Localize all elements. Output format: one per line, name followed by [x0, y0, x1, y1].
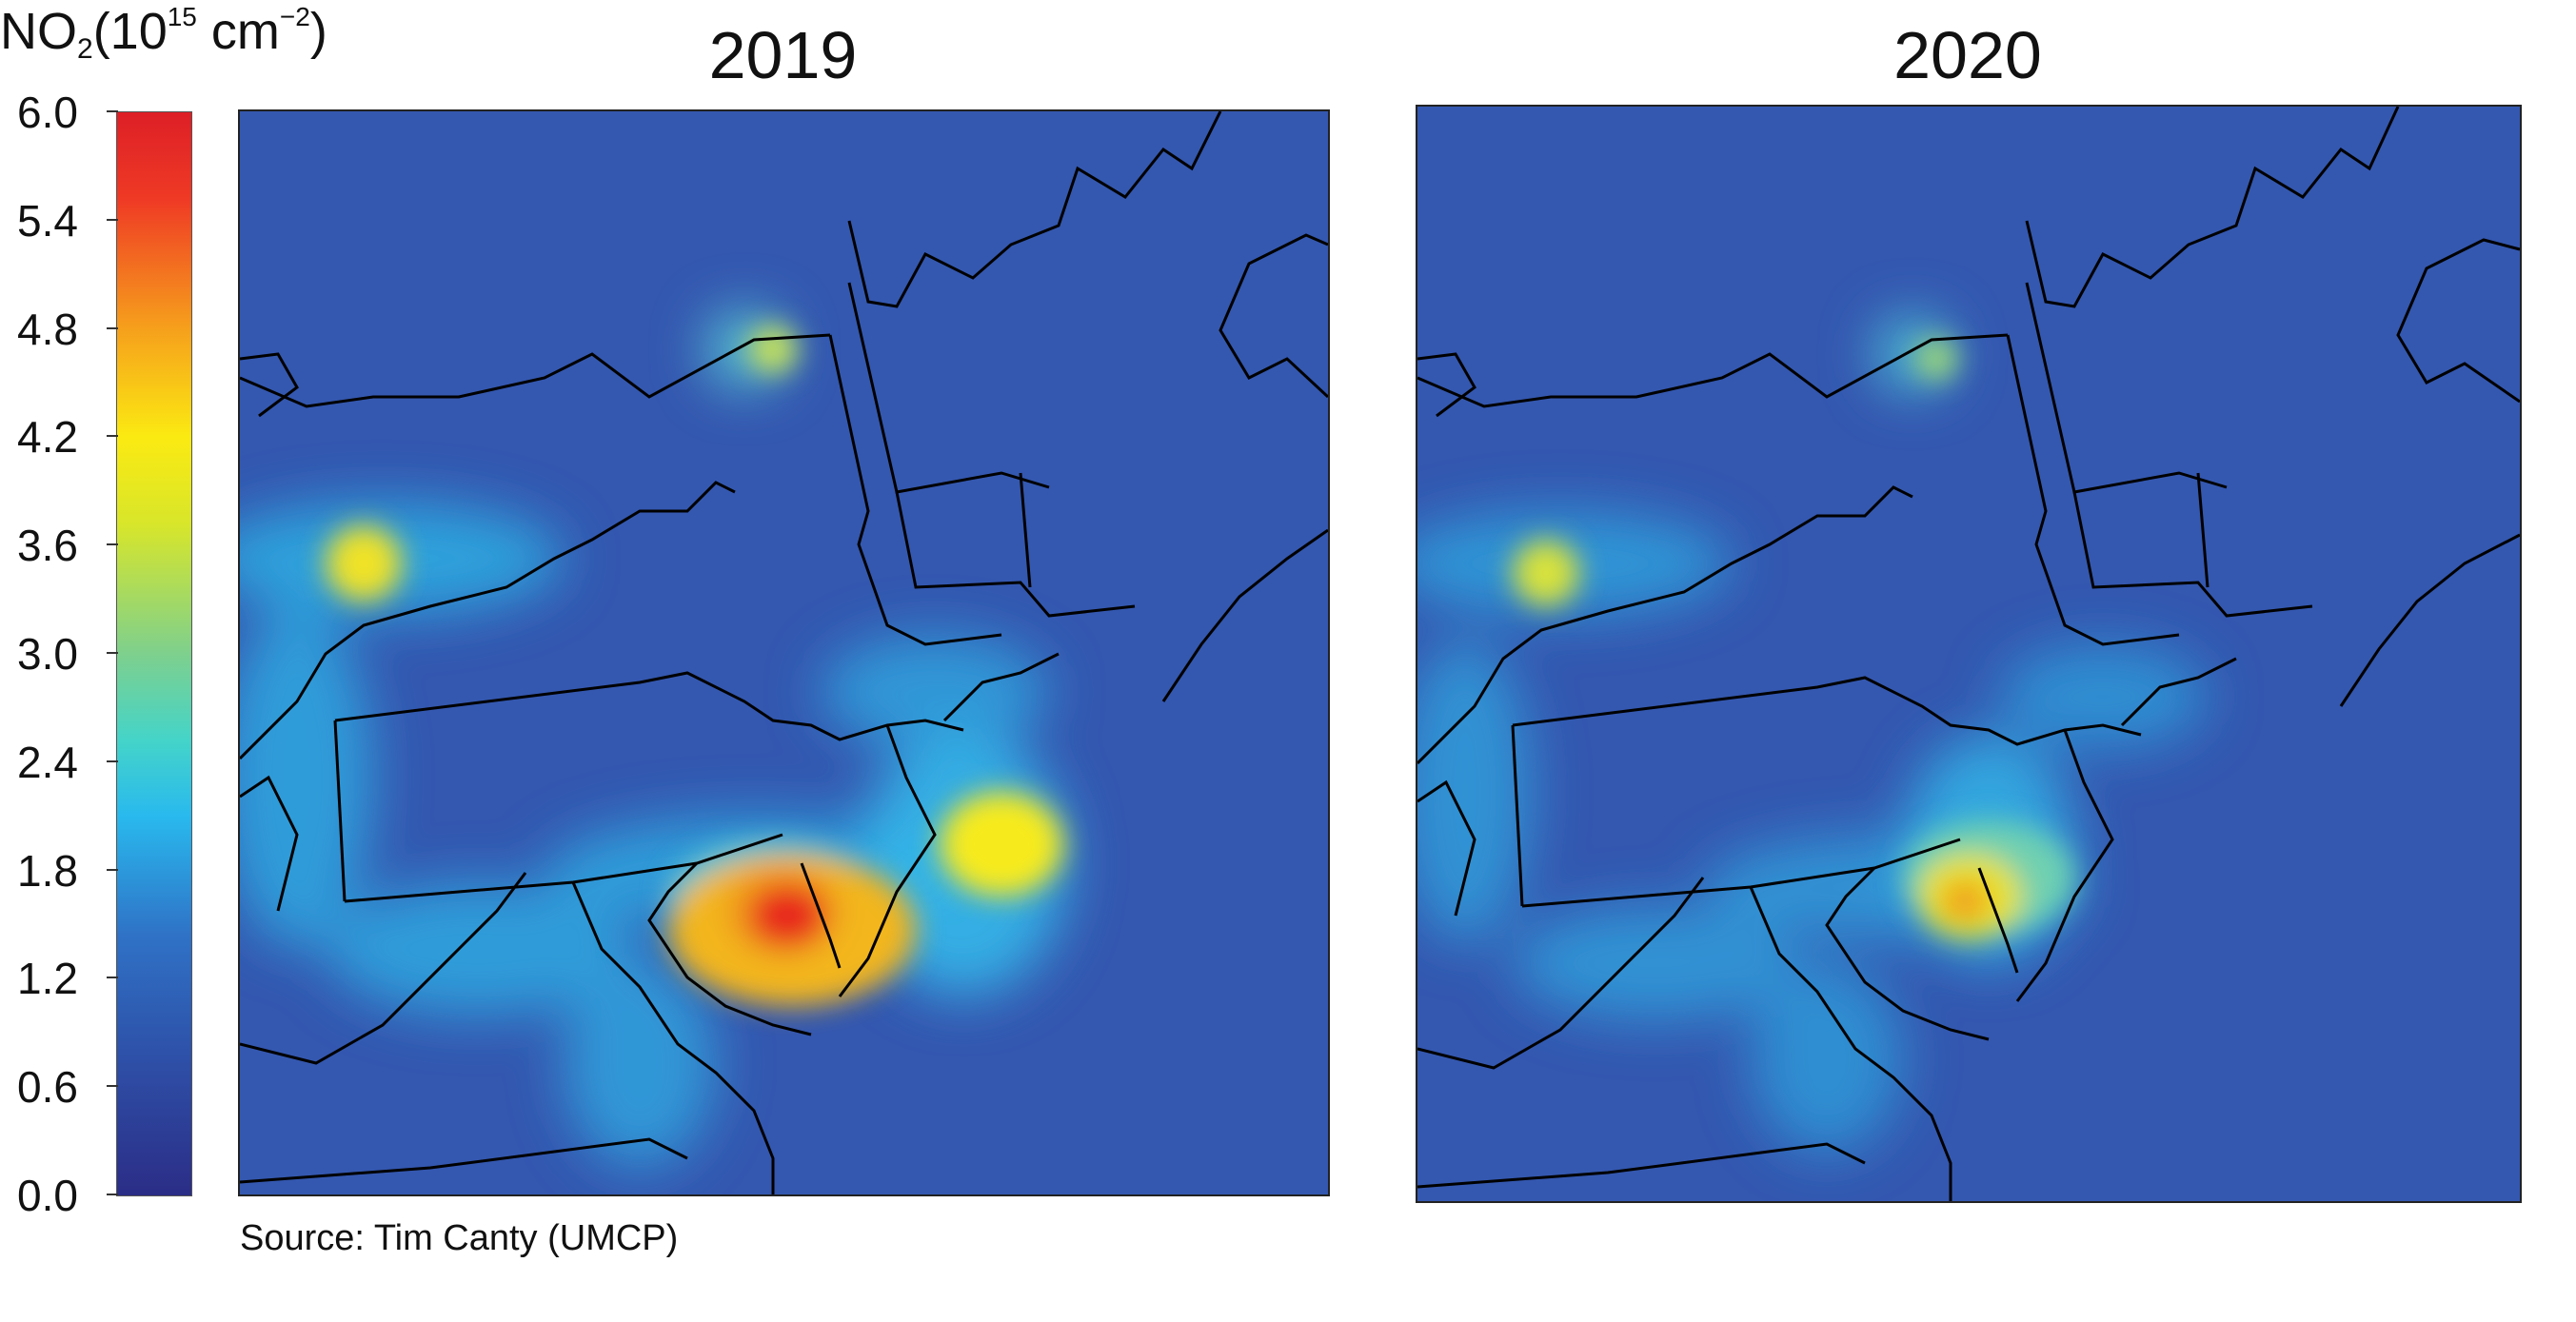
colorbar-tick-label: 2.4	[17, 737, 78, 787]
colorbar-tick	[107, 218, 118, 221]
state-boundaries	[240, 111, 1328, 1194]
colorbar-tick	[107, 1194, 118, 1195]
map-background	[240, 111, 1328, 1194]
colorbar-tick-label: 0.0	[17, 1171, 78, 1220]
colorbar-tick-label: 4.2	[17, 412, 78, 463]
state-boundaries	[1417, 107, 2520, 1201]
colorbar-tick	[107, 326, 118, 329]
colorbar-tick-label: 1.8	[17, 845, 78, 896]
colorbar-tick	[107, 1085, 118, 1088]
colorbar	[116, 111, 192, 1196]
no2-plume-core	[326, 326, 1063, 1006]
colorbar-tick	[107, 110, 118, 112]
map-panel-2020	[1416, 105, 2522, 1203]
colorbar-tick-label: 1.2	[17, 954, 78, 1004]
map-panel-2019	[238, 109, 1330, 1196]
no2-map-2020	[1417, 107, 2520, 1201]
colorbar-tick	[107, 543, 118, 546]
colorbar-tick-label: 0.6	[17, 1062, 78, 1113]
colorbar-tick	[107, 435, 118, 438]
colorbar-tick	[107, 760, 118, 762]
no2-plume-core	[1513, 338, 2074, 939]
colorbar-tick	[107, 977, 118, 979]
map-background	[1417, 107, 2520, 1201]
colorbar-tick-label: 3.6	[17, 521, 78, 571]
no2-map-2019	[240, 111, 1328, 1194]
colorbar-tick-label: 6.0	[17, 88, 78, 137]
colorbar-tick-label: 5.4	[17, 195, 78, 246]
colorbar-title: NO2(1015 cm−2)	[0, 2, 327, 65]
panel-title-2020: 2020	[1893, 18, 2042, 92]
colorbar-tick-label: 3.0	[17, 629, 78, 679]
colorbar-tick	[107, 652, 118, 654]
colorbar-tick	[107, 868, 118, 871]
colorbar-tick-label: 4.8	[17, 304, 78, 354]
panel-title-2019: 2019	[708, 18, 858, 92]
source-caption: Source: Tim Canty (UMCP)	[240, 1218, 679, 1258]
